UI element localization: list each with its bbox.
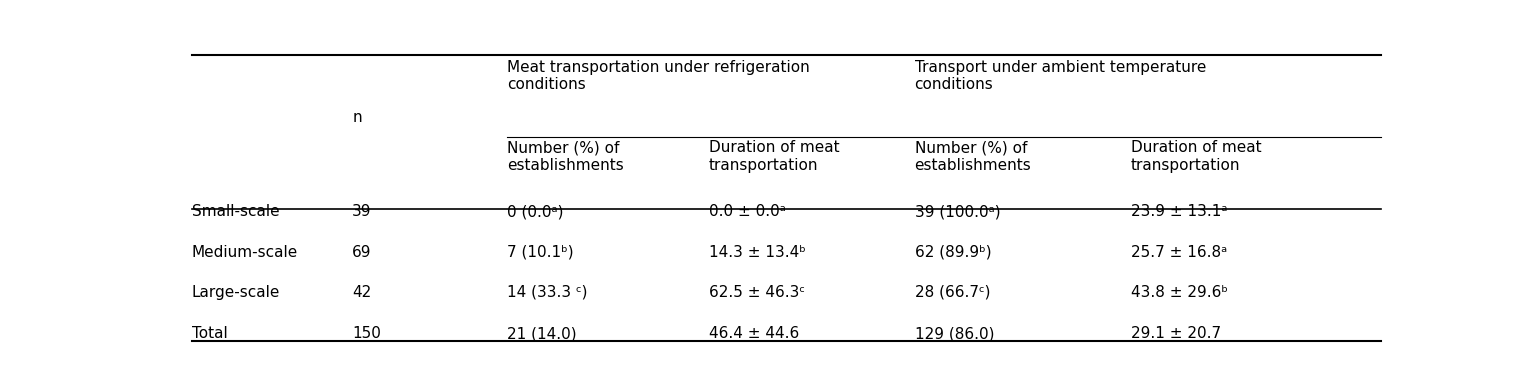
Text: Medium-scale: Medium-scale: [192, 245, 298, 260]
Text: Total: Total: [192, 327, 227, 341]
Text: 39 (100.0ᵃ): 39 (100.0ᵃ): [914, 204, 1000, 219]
Text: 28 (66.7ᶜ): 28 (66.7ᶜ): [914, 285, 989, 300]
Text: 129 (86.0): 129 (86.0): [914, 327, 994, 341]
Text: 150: 150: [353, 327, 380, 341]
Text: 62.5 ± 46.3ᶜ: 62.5 ± 46.3ᶜ: [709, 285, 805, 300]
Text: 43.8 ± 29.6ᵇ: 43.8 ± 29.6ᵇ: [1131, 285, 1227, 300]
Text: Small-scale: Small-scale: [192, 204, 279, 219]
Text: Duration of meat
transportation: Duration of meat transportation: [1131, 140, 1261, 173]
Text: 21 (14.0): 21 (14.0): [506, 327, 577, 341]
Text: 0 (0.0ᵃ): 0 (0.0ᵃ): [506, 204, 563, 219]
Text: 0.0 ± 0.0ᵃ: 0.0 ± 0.0ᵃ: [709, 204, 785, 219]
Text: Transport under ambient temperature
conditions: Transport under ambient temperature cond…: [914, 60, 1206, 92]
Text: 14.3 ± 13.4ᵇ: 14.3 ± 13.4ᵇ: [709, 245, 805, 260]
Text: 46.4 ± 44.6: 46.4 ± 44.6: [709, 327, 799, 341]
Text: Number (%) of
establishments: Number (%) of establishments: [506, 140, 623, 173]
Text: 25.7 ± 16.8ᵃ: 25.7 ± 16.8ᵃ: [1131, 245, 1227, 260]
Text: 23.9 ± 13.1ᵃ: 23.9 ± 13.1ᵃ: [1131, 204, 1227, 219]
Text: 42: 42: [353, 285, 371, 300]
Text: Meat transportation under refrigeration
conditions: Meat transportation under refrigeration …: [506, 60, 810, 92]
Text: 7 (10.1ᵇ): 7 (10.1ᵇ): [506, 245, 574, 260]
Text: Duration of meat
transportation: Duration of meat transportation: [709, 140, 839, 173]
Text: n: n: [353, 110, 362, 125]
Text: 39: 39: [353, 204, 371, 219]
Text: 14 (33.3 ᶜ): 14 (33.3 ᶜ): [506, 285, 588, 300]
Text: Large-scale: Large-scale: [192, 285, 281, 300]
Text: Number (%) of
establishments: Number (%) of establishments: [914, 140, 1031, 173]
Text: 29.1 ± 20.7: 29.1 ± 20.7: [1131, 327, 1221, 341]
Text: 69: 69: [353, 245, 371, 260]
Text: 62 (89.9ᵇ): 62 (89.9ᵇ): [914, 245, 991, 260]
